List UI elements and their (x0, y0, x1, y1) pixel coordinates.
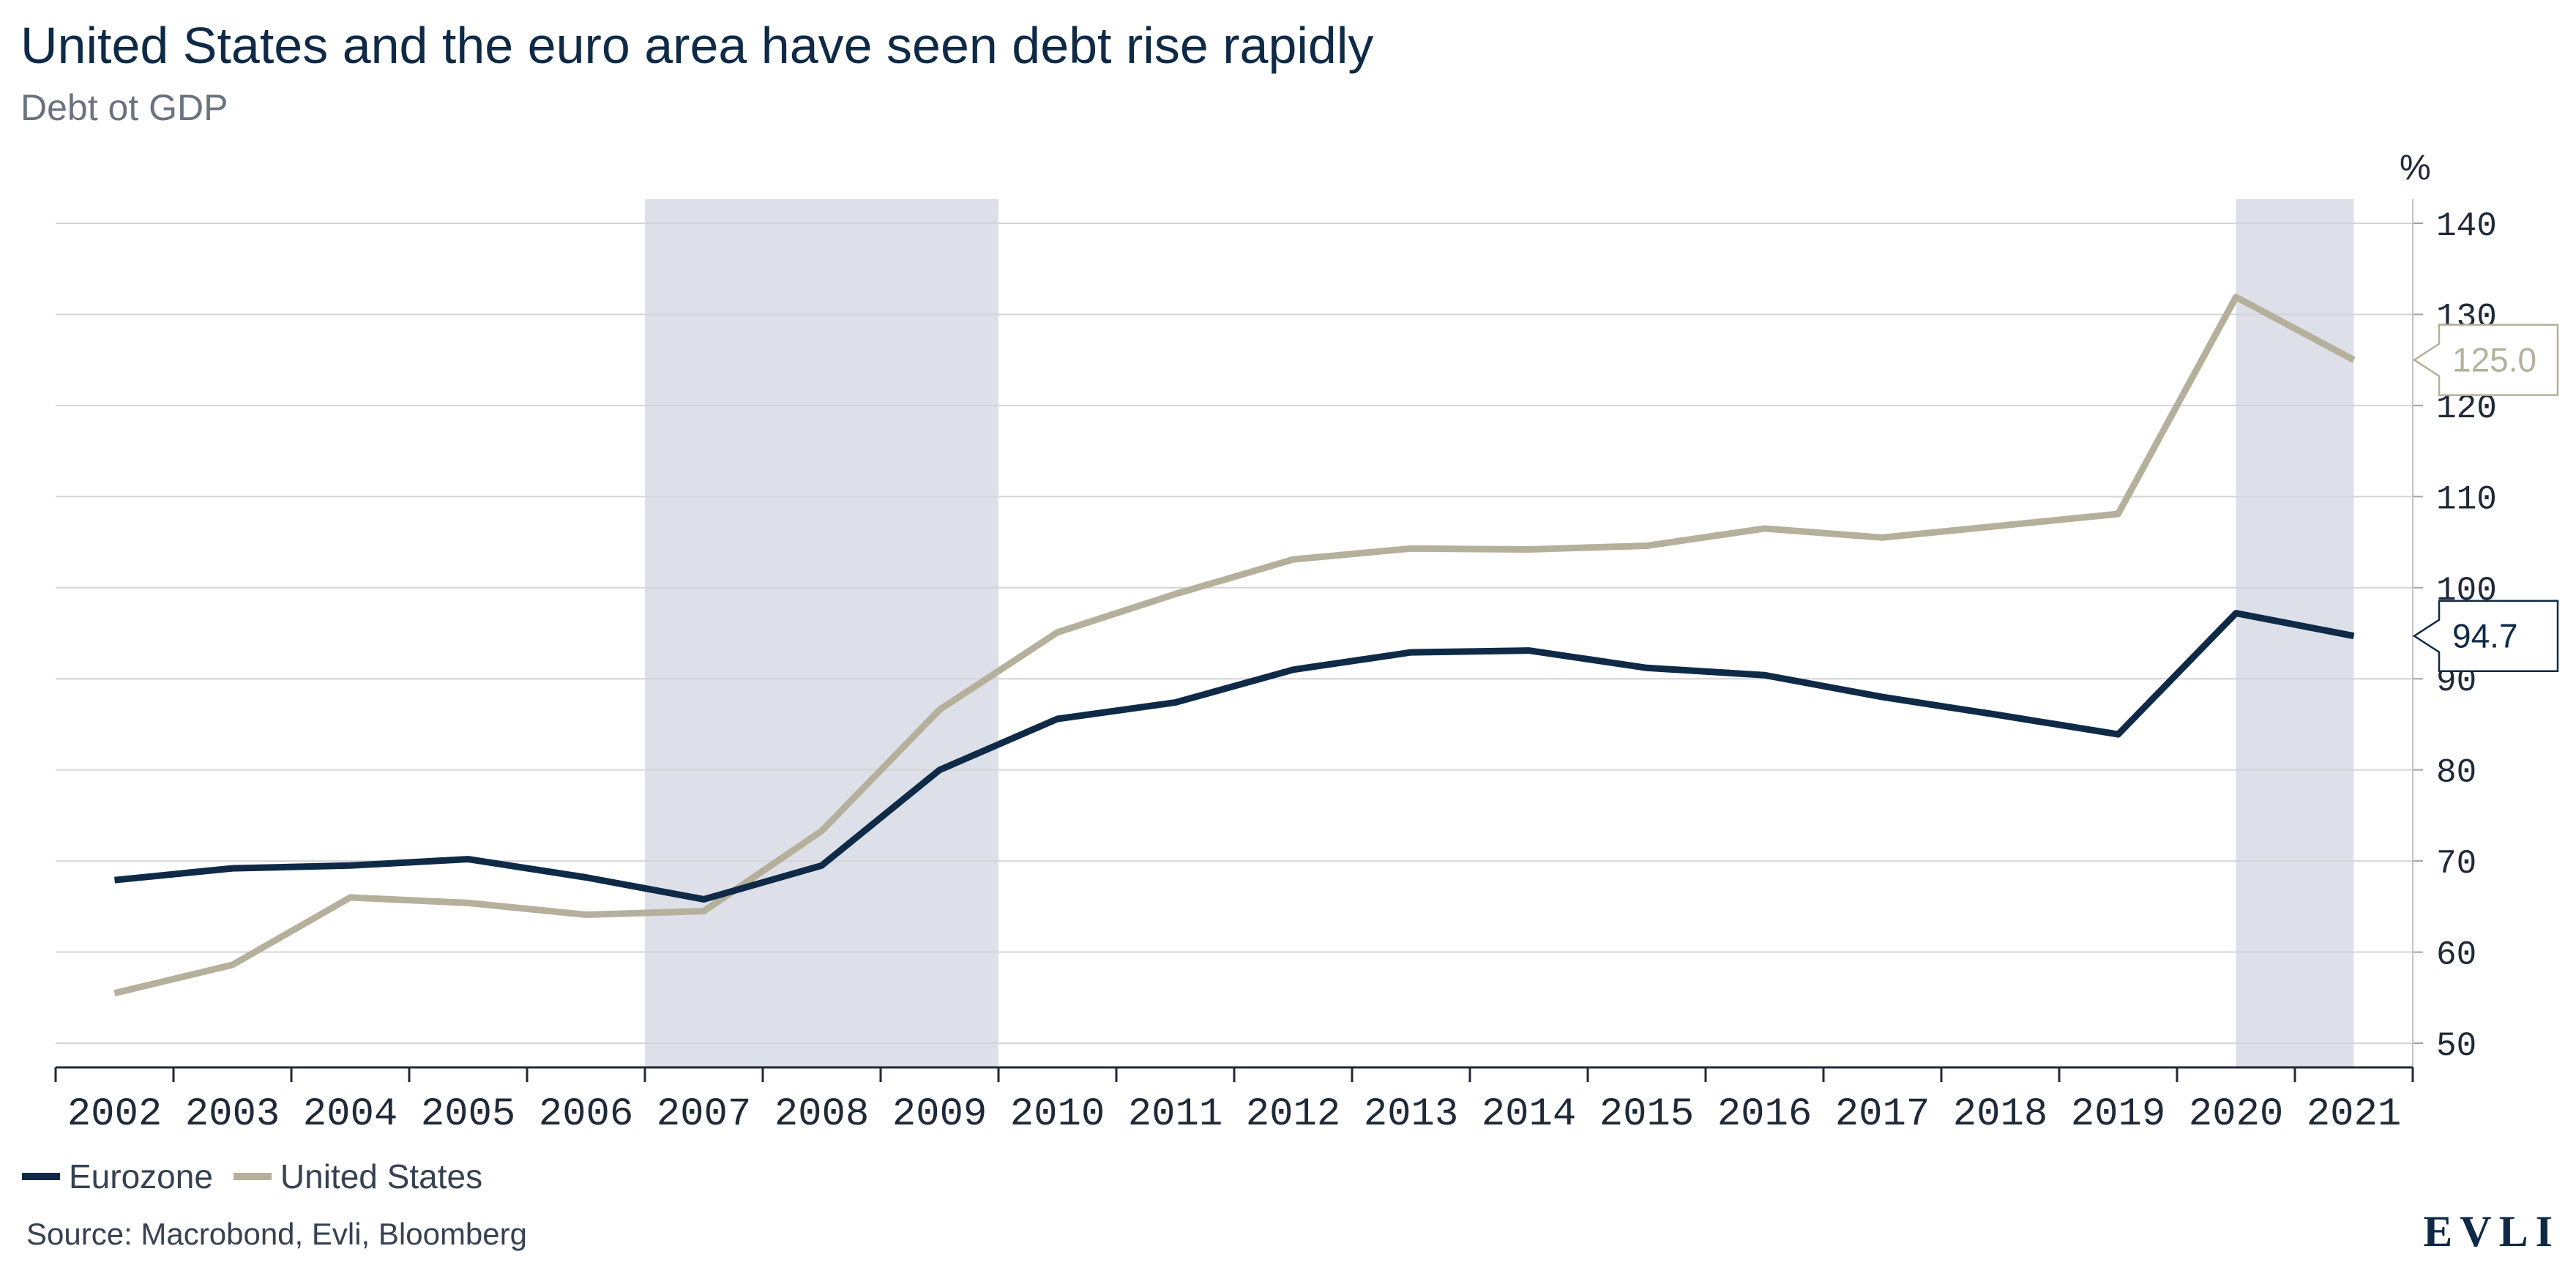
y-tick-label-60: 60 (2436, 936, 2476, 974)
x-tick-label-2020: 2020 (2189, 1092, 2284, 1137)
x-tick-label-2002: 2002 (67, 1092, 163, 1137)
y-tick-label-70: 70 (2436, 845, 2476, 883)
x-tick-label-2015: 2015 (1599, 1092, 1695, 1137)
y-tick-label-50: 50 (2436, 1027, 2476, 1065)
gridlines (56, 223, 2413, 1044)
legend-item-united-states: United States (233, 1157, 483, 1196)
legend-item-eurozone: Eurozone (22, 1157, 213, 1196)
x-tick-label-2013: 2013 (1364, 1092, 1459, 1137)
callout-value-united-states: 125.0 (2452, 341, 2536, 379)
recession-shading (645, 199, 2354, 1067)
x-tick-label-2006: 2006 (539, 1092, 634, 1137)
evli-logo: EVLI (2423, 1207, 2560, 1256)
legend-swatch-united-states (233, 1173, 272, 1180)
x-tick-label-2008: 2008 (774, 1092, 870, 1137)
x-tick-label-2019: 2019 (2071, 1092, 2166, 1137)
callout-eurozone: 94.7 (2412, 600, 2559, 672)
x-tick-label-2012: 2012 (1246, 1092, 1341, 1137)
callout-value-eurozone: 94.7 (2452, 617, 2518, 655)
y-axis-unit: % (2400, 149, 2431, 187)
x-tick-label-2005: 2005 (421, 1092, 516, 1137)
x-tick-label-2021: 2021 (2307, 1092, 2402, 1137)
x-tick-label-2014: 2014 (1482, 1092, 1577, 1137)
legend-label-united-states: United States (280, 1157, 483, 1195)
legend-label-eurozone: Eurozone (69, 1157, 213, 1195)
shaded-period-0 (645, 199, 998, 1067)
x-tick-label-2009: 2009 (892, 1092, 988, 1137)
chart-subtitle: Debt ot GDP (20, 87, 228, 128)
x-tick-label-2018: 2018 (1953, 1092, 2048, 1137)
source-note: Source: Macrobond, Evli, Bloomberg (26, 1217, 527, 1251)
x-tick-label-2016: 2016 (1717, 1092, 1812, 1137)
y-tick-label-80: 80 (2436, 754, 2476, 792)
x-tick-label-2010: 2010 (1010, 1092, 1105, 1137)
series-line-united-states (113, 294, 2356, 996)
x-tick-label-2007: 2007 (657, 1092, 752, 1137)
last-value-callouts: 94.7 125.0 (2412, 324, 2559, 672)
legend-swatch-eurozone (22, 1173, 60, 1180)
x-tick-label-2003: 2003 (185, 1092, 280, 1137)
x-tick-label-2011: 2011 (1128, 1092, 1223, 1137)
y-tick-label-140: 140 (2436, 207, 2497, 245)
x-tick-label-2017: 2017 (1835, 1092, 1930, 1137)
x-tick-label-2004: 2004 (303, 1092, 398, 1137)
series-line-eurozone (114, 610, 2355, 903)
chart-title: United States and the euro area have see… (20, 17, 1374, 74)
series-lines (113, 294, 2356, 996)
callout-box-united-states (2412, 324, 2559, 396)
callout-box-eurozone (2412, 600, 2559, 672)
callout-united-states: 125.0 (2412, 324, 2559, 396)
y-tick-label-110: 110 (2436, 480, 2497, 518)
legend: Eurozone United States (22, 1157, 482, 1196)
